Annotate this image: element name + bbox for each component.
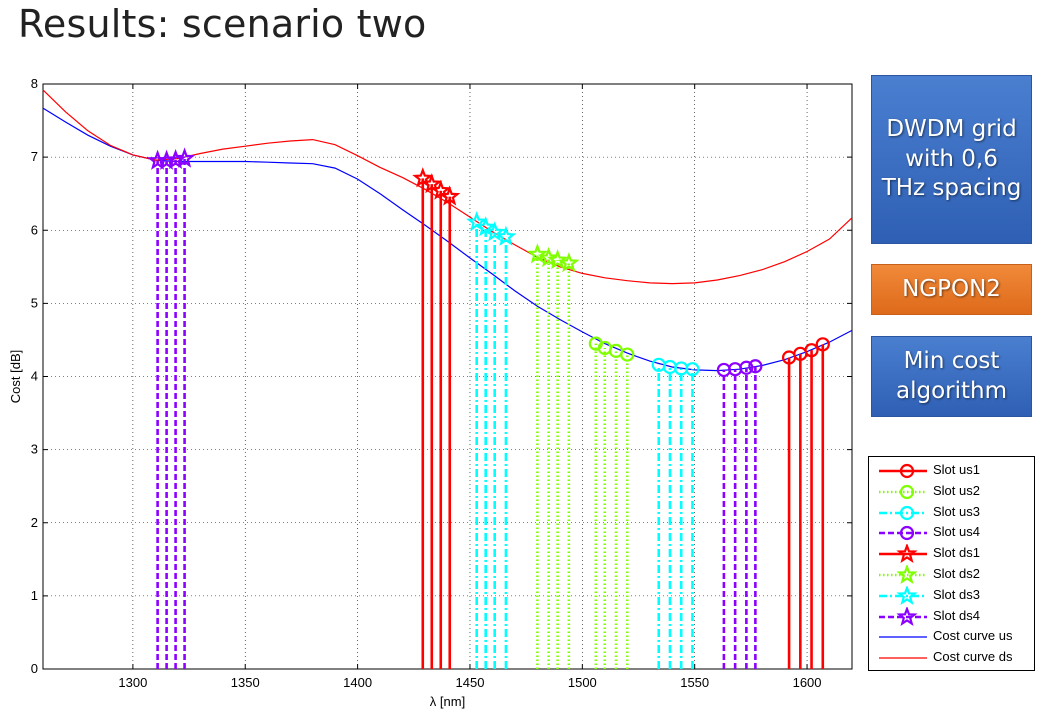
x-tick-label: 1300 [118, 675, 147, 690]
legend-sample [879, 585, 927, 605]
stem-marker [685, 362, 700, 377]
x-tick-label: 1350 [231, 675, 260, 690]
legend-label: Slot us2 [933, 482, 980, 498]
y-tick-label: 2 [31, 515, 38, 530]
legend-marker [896, 606, 918, 626]
legend-marker [896, 544, 918, 564]
legend-item: Slot us1 [869, 461, 1034, 481]
legend-marker [899, 526, 915, 541]
legend-marker [896, 585, 918, 605]
y-tick-label: 5 [31, 295, 38, 310]
chart-legend: Slot us1 Slot us2 Slot us3 Slot us4 Slot ds1… [868, 456, 1035, 671]
legend-item: Slot us4 [869, 523, 1034, 543]
x-tick-label: 1450 [456, 675, 485, 690]
y-axis-label: Cost [dB] [8, 350, 23, 403]
stem-marker [558, 252, 580, 273]
legend-label: Cost curve us [933, 628, 1013, 644]
legend-item: Slot ds2 [869, 565, 1034, 585]
algorithm-info-box: Min cost algorithm [871, 336, 1032, 417]
dwdm-info-text: DWDM grid with 0,6 THz spacing [881, 115, 1022, 202]
y-tick-label: 1 [31, 588, 38, 603]
stem-marker [815, 337, 830, 352]
legend-label: Slot ds3 [933, 586, 980, 602]
legend-item: Slot ds1 [869, 544, 1034, 564]
stem-marker [466, 211, 488, 232]
legend-marker [896, 565, 918, 585]
stem-marker [495, 225, 517, 246]
legend-sample [879, 657, 927, 659]
legend-sample [879, 544, 927, 564]
legend-sample [879, 606, 927, 626]
algorithm-info-text: Min cost algorithm [895, 347, 1007, 404]
legend-label: Slot ds1 [933, 545, 980, 561]
stem-marker [538, 246, 560, 268]
stem-marker [439, 185, 461, 206]
legend-label: Slot ds2 [933, 566, 980, 581]
y-tick-label: 6 [31, 222, 38, 237]
y-tick-label: 7 [31, 149, 38, 164]
stem-marker [748, 359, 763, 374]
legend-item: Slot ds3 [869, 585, 1034, 606]
legend-sample [879, 484, 927, 499]
stem-marker [173, 147, 196, 168]
ngpon-info-box: NGPON2 [871, 264, 1032, 315]
legend-item: Slot ds4 [869, 606, 1034, 627]
legend-label: Cost curve ds [933, 649, 1013, 665]
stem-marker [484, 221, 506, 242]
stem-marker [804, 343, 819, 358]
x-tick-label: 1600 [793, 675, 822, 690]
legend-marker [899, 505, 915, 520]
y-tick-label: 0 [31, 661, 38, 676]
legend-sample [879, 463, 927, 479]
legend-item: Cost curve us [869, 627, 1034, 647]
legend-marker [899, 463, 915, 479]
stem-marker [547, 249, 569, 270]
legend-label: Slot us1 [933, 462, 980, 477]
legend-label: Slot us4 [933, 524, 980, 540]
legend-item: Slot us3 [869, 503, 1034, 523]
legend-label: Slot ds4 [933, 607, 980, 623]
legend-sample [879, 505, 927, 520]
stem-marker [739, 360, 754, 375]
x-tick-label: 1550 [680, 675, 709, 690]
legend-sample [879, 636, 927, 638]
y-tick-label: 4 [31, 369, 38, 384]
stem-marker [475, 216, 497, 237]
x-tick-label: 1400 [343, 675, 372, 690]
legend-item: Slot us2 [869, 482, 1034, 502]
stem-marker [620, 347, 635, 362]
dwdm-info-box: DWDM grid with 0,6 THz spacing [871, 75, 1032, 244]
legend-marker [899, 484, 915, 499]
x-tick-label: 1500 [568, 675, 597, 690]
y-tick-label: 3 [31, 442, 38, 457]
stem-marker [526, 243, 549, 264]
legend-sample [879, 565, 927, 585]
legend-label: Slot us3 [933, 503, 980, 519]
stem-marker [165, 149, 187, 170]
y-tick-label: 8 [31, 76, 38, 91]
slide-title: Results: scenario two [18, 2, 427, 46]
legend-item: Cost curve ds [869, 648, 1034, 668]
ngpon-info-text: NGPON2 [902, 275, 1001, 302]
legend-sample [879, 526, 927, 541]
x-axis-label: λ [nm] [430, 694, 465, 709]
